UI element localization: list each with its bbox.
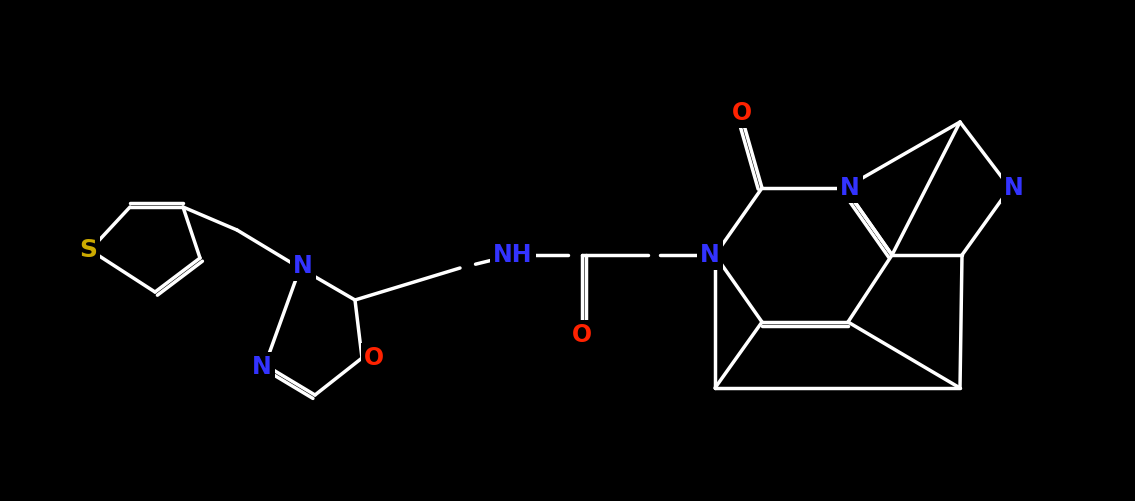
Text: NH: NH	[494, 243, 532, 267]
Text: N: N	[840, 176, 860, 200]
Text: N: N	[293, 254, 313, 278]
Text: N: N	[252, 355, 272, 379]
Text: S: S	[79, 238, 96, 262]
Text: O: O	[572, 323, 592, 347]
Text: N: N	[1004, 176, 1024, 200]
Text: N: N	[700, 243, 720, 267]
Text: O: O	[364, 346, 384, 370]
Text: O: O	[732, 101, 753, 125]
